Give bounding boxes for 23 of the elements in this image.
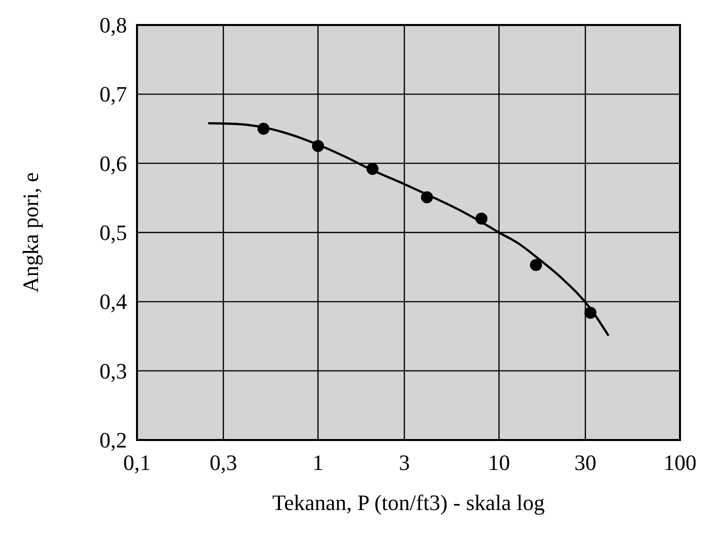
point — [584, 306, 596, 319]
x-tick-label: 30 — [574, 450, 596, 475]
y-tick-label: 0,5 — [100, 220, 127, 245]
y-tick-label: 0,3 — [100, 358, 127, 384]
x-axis-title: Tekanan, P (ton/ft3) - skala log — [272, 490, 545, 515]
point — [258, 122, 270, 135]
point — [475, 212, 488, 225]
x-tick-label: 1 — [312, 450, 324, 475]
x-tick-label: 10 — [488, 450, 510, 475]
point — [420, 191, 433, 204]
x-tick-label: 0,1 — [123, 450, 151, 475]
x-tick-label: 100 — [664, 450, 696, 475]
x-tick-label: 3 — [398, 450, 410, 475]
x-tick-label: 0,3 — [210, 450, 238, 475]
y-tick-label: 0,7 — [100, 82, 127, 107]
y-tick-label: 0,6 — [100, 150, 127, 176]
point — [530, 259, 542, 272]
point — [312, 140, 324, 152]
y-tick-label: 0,4 — [100, 289, 127, 314]
y-tick-label: 0,2 — [100, 428, 127, 452]
y-axis-title: Angka pori, e — [18, 172, 43, 293]
y-tick-label: 0,8 — [100, 12, 127, 38]
point — [366, 162, 378, 175]
